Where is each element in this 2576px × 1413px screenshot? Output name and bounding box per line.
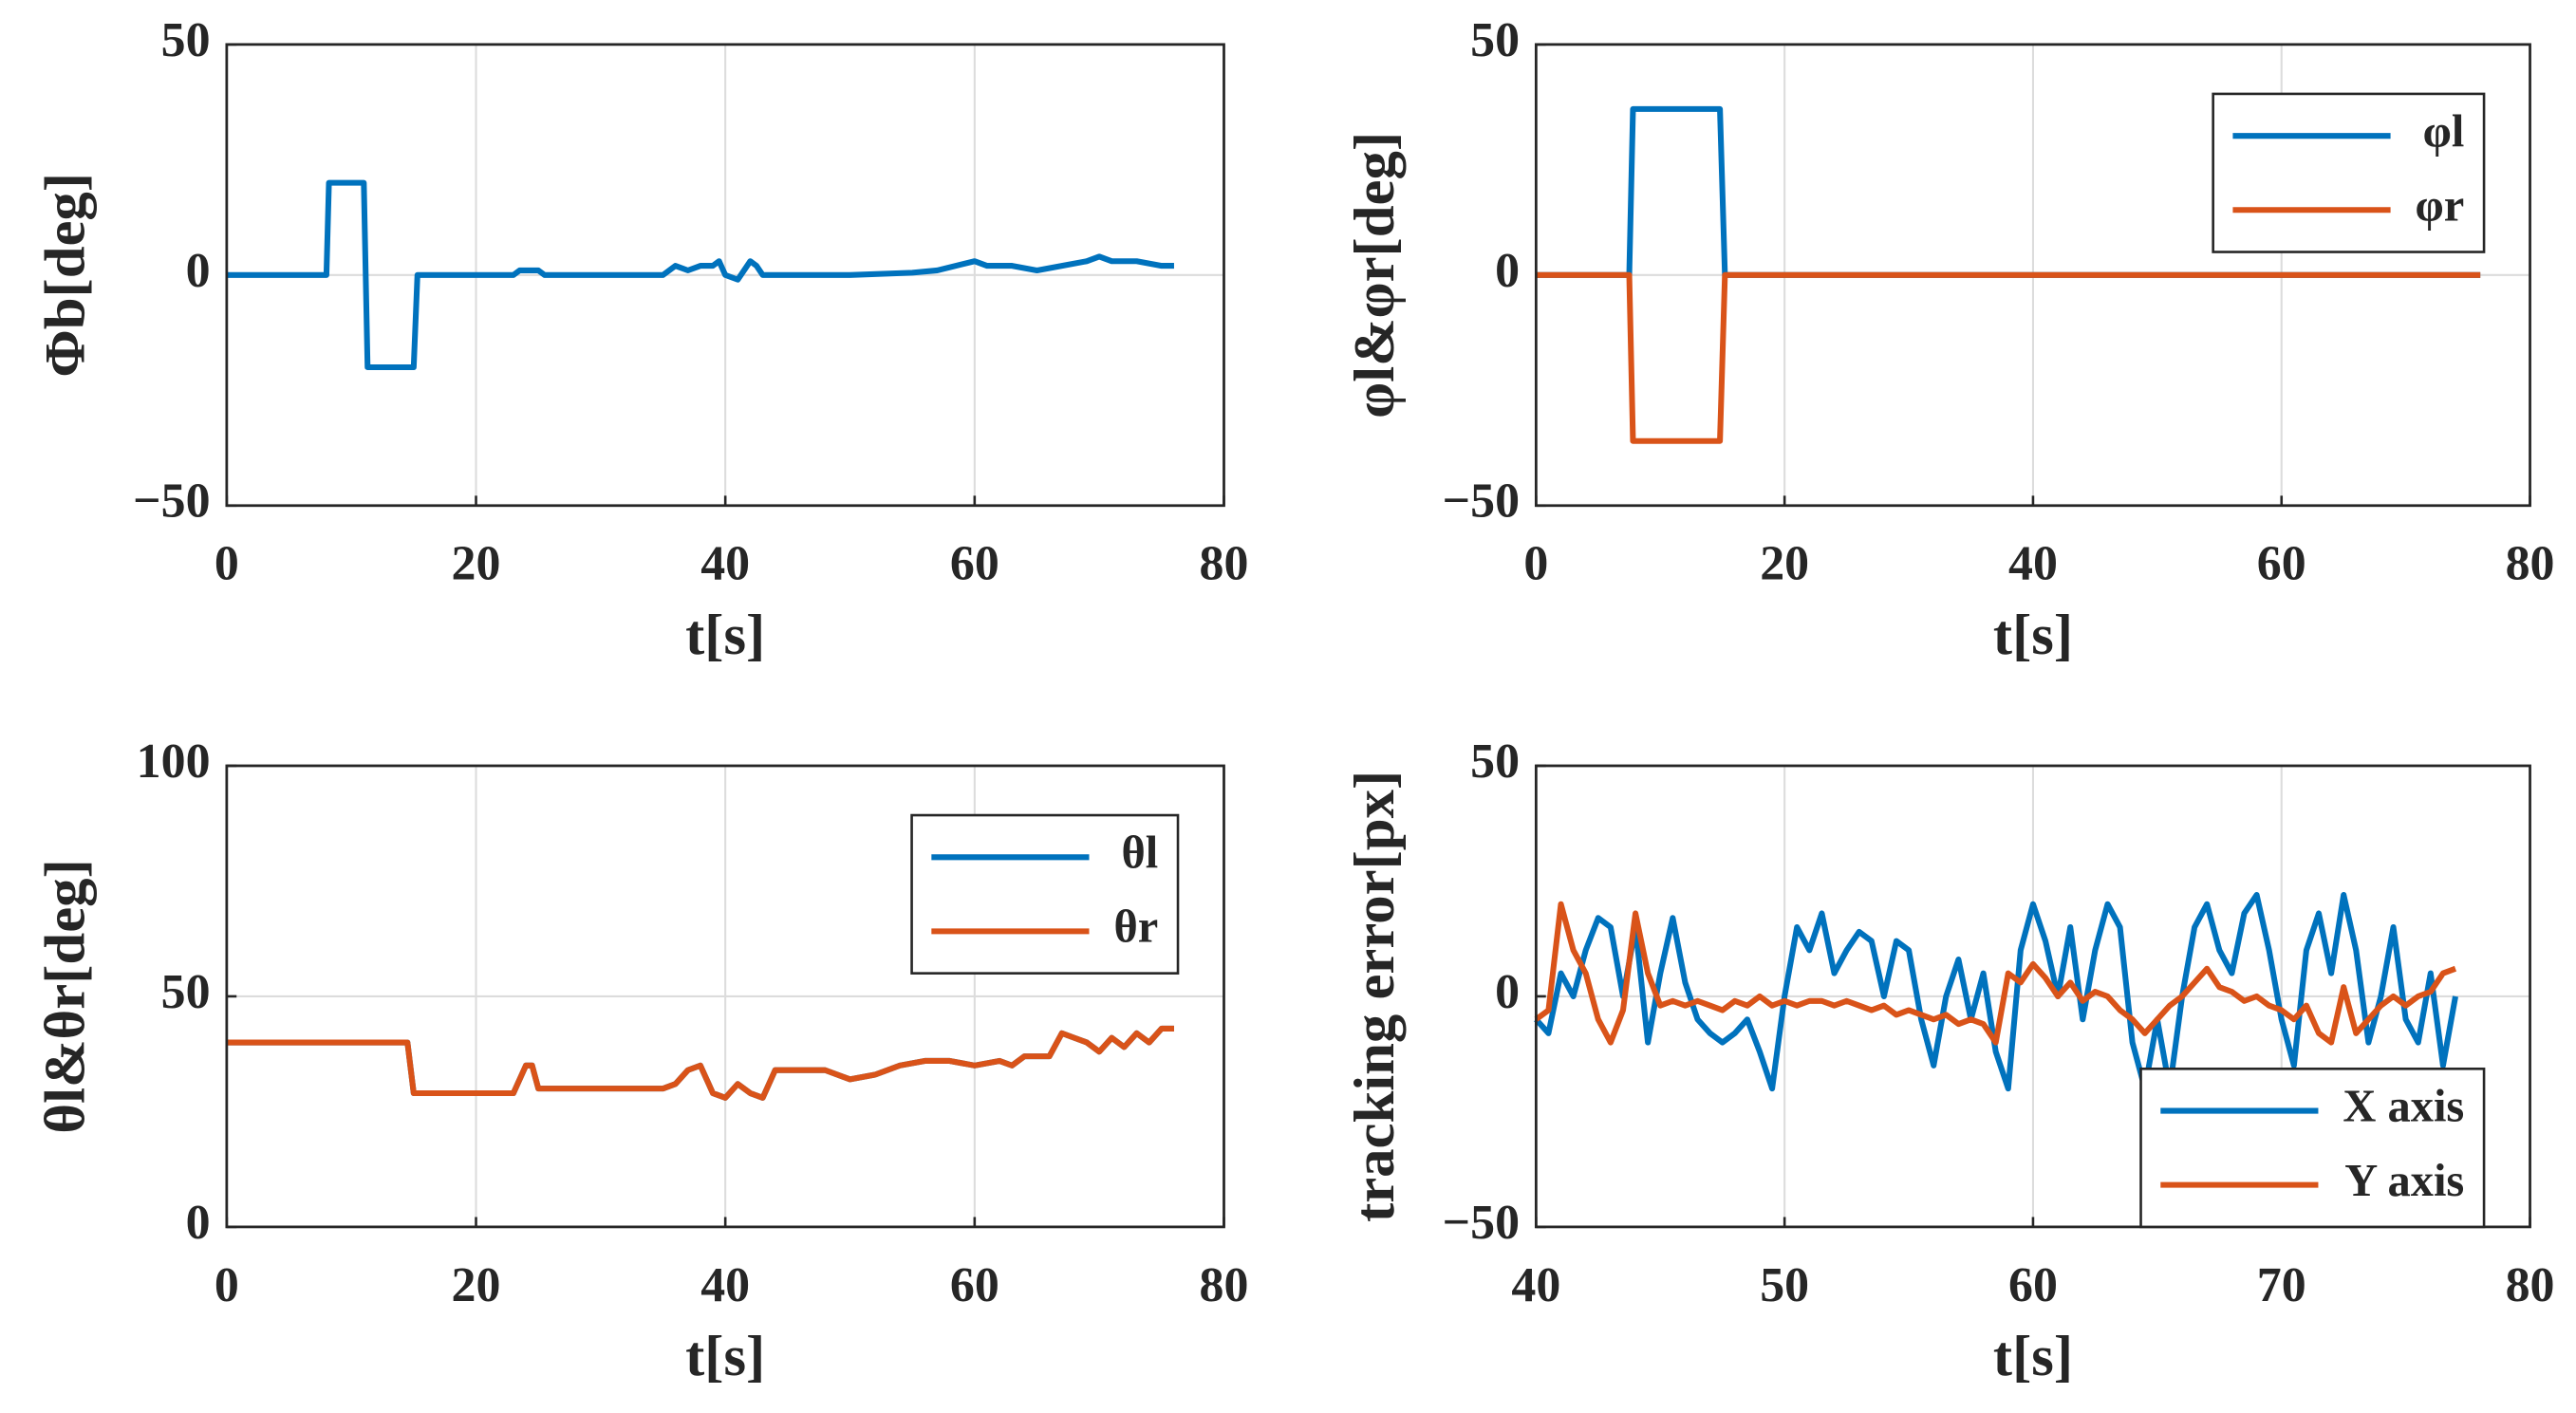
legend-box [910,813,1180,975]
x-tick-label: 60 [2257,537,2306,591]
legend-label: φr [2416,180,2465,231]
x-tick-label: 60 [2008,1258,2058,1312]
legend-label: θr [1113,902,1158,952]
y-tick-label: 0 [1495,965,1520,1019]
axes-box [225,43,1225,508]
x-axis-label: t[s] [1993,1325,2073,1388]
x-tick-label: 80 [2506,537,2555,591]
x-axis-label: t[s] [685,1325,765,1388]
x-tick-label: 40 [2008,537,2058,591]
y-tick-label: −50 [133,474,211,529]
x-tick-label: 0 [215,537,239,591]
y-tick-label: 100 [137,734,211,789]
legend-label: θl [1122,827,1159,878]
legend-label: X axis [2343,1082,2464,1132]
y-tick-label: 0 [186,1196,211,1250]
y-tick-label: 0 [1495,244,1520,298]
legend-box [2139,1067,2486,1229]
x-tick-label: 80 [1200,537,1249,591]
x-tick-label: 70 [2257,1258,2306,1312]
x-tick-label: 50 [1760,1258,1809,1312]
x-tick-label: 0 [1523,537,1548,591]
x-axis-label: t[s] [1993,604,2073,667]
data-line [1534,891,2458,1092]
data-line [1536,271,2481,444]
legend-box [2212,92,2486,253]
x-tick-label: 40 [700,1258,750,1312]
y-tick-label: 50 [161,13,211,67]
y-tick-label: −50 [1443,1196,1521,1250]
y-tick-label: 50 [1470,734,1520,789]
data-line [226,1025,1174,1101]
x-tick-label: 60 [950,1258,999,1312]
x-tick-label: 60 [950,537,999,591]
y-tick-label: 50 [161,965,211,1019]
x-tick-label: 80 [2506,1258,2555,1312]
y-axis-label: θl&θr[deg] [33,859,97,1133]
x-tick-label: 80 [1200,1258,1249,1312]
y-axis-label: φl&φr[deg] [1343,132,1407,418]
y-tick-label: 50 [1470,13,1520,67]
axes-box [225,764,1225,1229]
axes-box [1534,43,2531,508]
y-axis-label: Φb[deg] [33,173,97,378]
axes-box [1534,764,2531,1229]
legend-label: Y axis [2344,1156,2464,1206]
x-tick-label: 40 [1511,1258,1560,1312]
y-tick-label: −50 [1443,474,1521,529]
y-axis-label: tracking error[px] [1343,771,1407,1222]
x-tick-label: 20 [452,1258,501,1312]
legend-label: φl [2423,106,2465,157]
data-line [1534,901,2457,1046]
x-tick-label: 20 [1760,537,1809,591]
x-tick-label: 0 [215,1258,239,1312]
x-tick-label: 40 [700,537,750,591]
x-axis-label: t[s] [685,604,765,667]
y-tick-label: 0 [186,244,211,298]
x-tick-label: 20 [452,537,501,591]
data-line [226,179,1174,371]
